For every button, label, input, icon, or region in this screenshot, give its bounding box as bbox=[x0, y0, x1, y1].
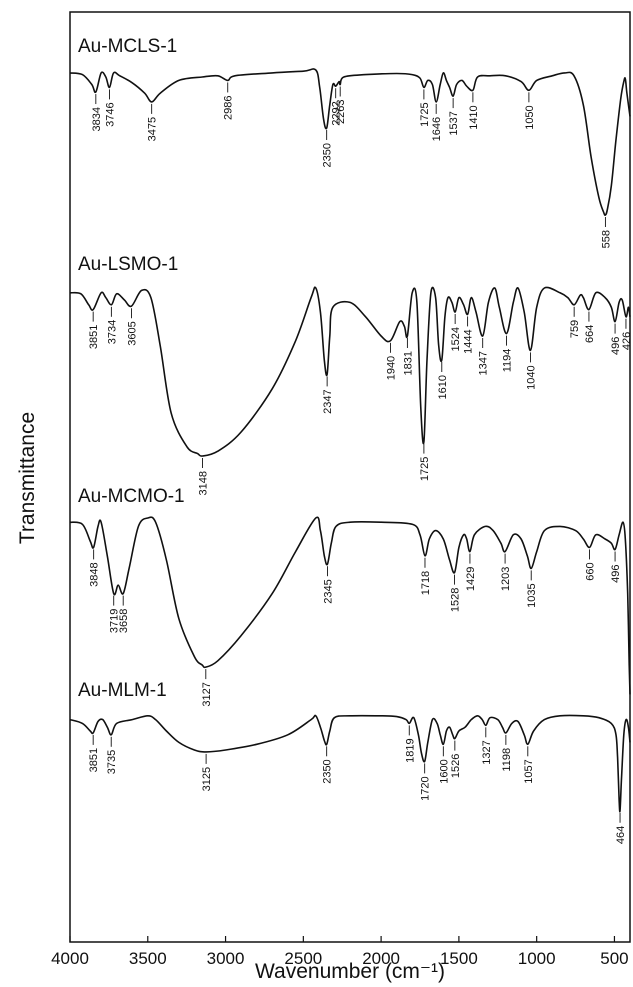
spectrum-line-3 bbox=[69, 714, 631, 813]
peak-label-3-11: 464 bbox=[615, 826, 627, 844]
x-tick-label-500: 500 bbox=[600, 949, 628, 968]
sample-label-0: Au-MCLS-1 bbox=[78, 36, 177, 57]
peak-label-0-7: 1725 bbox=[419, 102, 431, 126]
peak-label-3-1: 3735 bbox=[106, 750, 118, 774]
spectrum-line-0 bbox=[69, 68, 631, 216]
x-axis-tick-labels: 4000 3500 3000 2500 2000 1500 1000 500 bbox=[51, 949, 629, 968]
peak-label-0-2: 3475 bbox=[147, 117, 159, 141]
peak-label-1-6: 1831 bbox=[402, 351, 414, 375]
peak-label-0-0: 3834 bbox=[91, 107, 103, 131]
peak-label-1-14: 759 bbox=[569, 320, 581, 338]
peak-label-2-0: 3848 bbox=[89, 562, 101, 586]
peak-label-3-6: 1600 bbox=[438, 759, 450, 783]
peak-label-2-3: 3127 bbox=[201, 682, 213, 706]
peak-label-1-12: 1194 bbox=[501, 349, 513, 373]
peak-label-3-9: 1198 bbox=[501, 748, 513, 772]
peak-label-3-4: 1819 bbox=[404, 738, 416, 762]
peak-label-2-4: 2345 bbox=[322, 579, 334, 603]
y-axis-title: Transmittance bbox=[16, 412, 39, 544]
peak-label-1-0: 3851 bbox=[88, 325, 100, 349]
x-axis-title: Wavenumber (cm⁻¹) bbox=[255, 960, 445, 983]
peak-label-2-9: 1035 bbox=[526, 583, 538, 607]
peak-label-2-7: 1429 bbox=[465, 567, 477, 591]
peak-label-3-7: 1526 bbox=[450, 754, 462, 778]
peak-label-1-13: 1040 bbox=[525, 365, 537, 389]
x-tick-label-1500: 1500 bbox=[440, 949, 478, 968]
peak-label-1-3: 3148 bbox=[198, 471, 210, 495]
peak-label-3-8: 1327 bbox=[481, 740, 493, 764]
peak-label-1-5: 1940 bbox=[385, 356, 397, 380]
peak-label-1-11: 1347 bbox=[478, 351, 490, 375]
peak-label-0-1: 3746 bbox=[105, 102, 117, 126]
peak-label-0-9: 1537 bbox=[448, 111, 460, 135]
peak-label-0-5: 2292 bbox=[331, 101, 343, 125]
peak-label-0-10: 1410 bbox=[468, 105, 480, 129]
peak-label-2-8: 1203 bbox=[500, 567, 512, 591]
peak-label-1-1: 3734 bbox=[106, 320, 118, 344]
spectra-curves bbox=[69, 68, 631, 813]
spectrum-line-2 bbox=[69, 516, 631, 695]
spectrum-line-1 bbox=[69, 286, 631, 457]
peak-label-1-16: 496 bbox=[610, 337, 622, 355]
peak-label-1-4: 2347 bbox=[322, 389, 334, 413]
peak-label-2-2: 3658 bbox=[118, 609, 130, 633]
peak-label-1-17: 426 bbox=[621, 332, 633, 350]
peak-label-2-1: 3719 bbox=[109, 609, 121, 633]
peak-label-1-9: 1524 bbox=[450, 327, 462, 351]
peak-label-2-6: 1528 bbox=[450, 588, 462, 612]
sample-label-1: Au-LSMO-1 bbox=[78, 254, 178, 275]
plot-frame bbox=[69, 11, 631, 943]
peak-label-3-5: 1720 bbox=[420, 776, 432, 800]
peak-label-1-8: 1610 bbox=[437, 375, 449, 399]
peak-label-3-0: 3851 bbox=[88, 748, 100, 772]
peak-label-1-7: 1725 bbox=[419, 457, 431, 481]
peak-label-0-3: 2986 bbox=[223, 95, 235, 119]
x-axis-ticks bbox=[69, 936, 616, 942]
peak-label-3-3: 2350 bbox=[322, 759, 334, 783]
x-tick-label-2500: 2500 bbox=[284, 949, 322, 968]
peak-label-2-11: 496 bbox=[610, 565, 622, 583]
peak-label-0-8: 1646 bbox=[431, 117, 443, 141]
x-tick-label-2000: 2000 bbox=[362, 949, 400, 968]
peak-label-0-6: 2263 bbox=[335, 100, 347, 124]
peak-label-2-5: 1718 bbox=[420, 571, 432, 595]
peak-label-0-12: 558 bbox=[600, 230, 612, 248]
x-tick-label-3000: 3000 bbox=[207, 949, 245, 968]
x-tick-label-1000: 1000 bbox=[518, 949, 556, 968]
sample-label-3: Au-MLM-1 bbox=[78, 680, 167, 701]
x-tick-label-3500: 3500 bbox=[129, 949, 167, 968]
peak-label-0-4: 2350 bbox=[322, 143, 334, 167]
sample-label-2: Au-MCMO-1 bbox=[78, 486, 185, 507]
sample-labels: Au-MCLS-1 Au-LSMO-1 Au-MCMO-1 Au-MLM-1 bbox=[78, 36, 185, 701]
peak-label-1-10: 1444 bbox=[463, 329, 475, 353]
peak-label-1-2: 3605 bbox=[126, 321, 138, 345]
peak-label-3-10: 1057 bbox=[523, 759, 535, 783]
x-tick-label-4000: 4000 bbox=[51, 949, 89, 968]
peak-label-3-2: 3125 bbox=[201, 767, 213, 791]
peak-label-0-11: 1050 bbox=[524, 105, 536, 129]
peak-label-1-15: 664 bbox=[584, 325, 596, 343]
peak-label-2-10: 660 bbox=[585, 562, 597, 580]
